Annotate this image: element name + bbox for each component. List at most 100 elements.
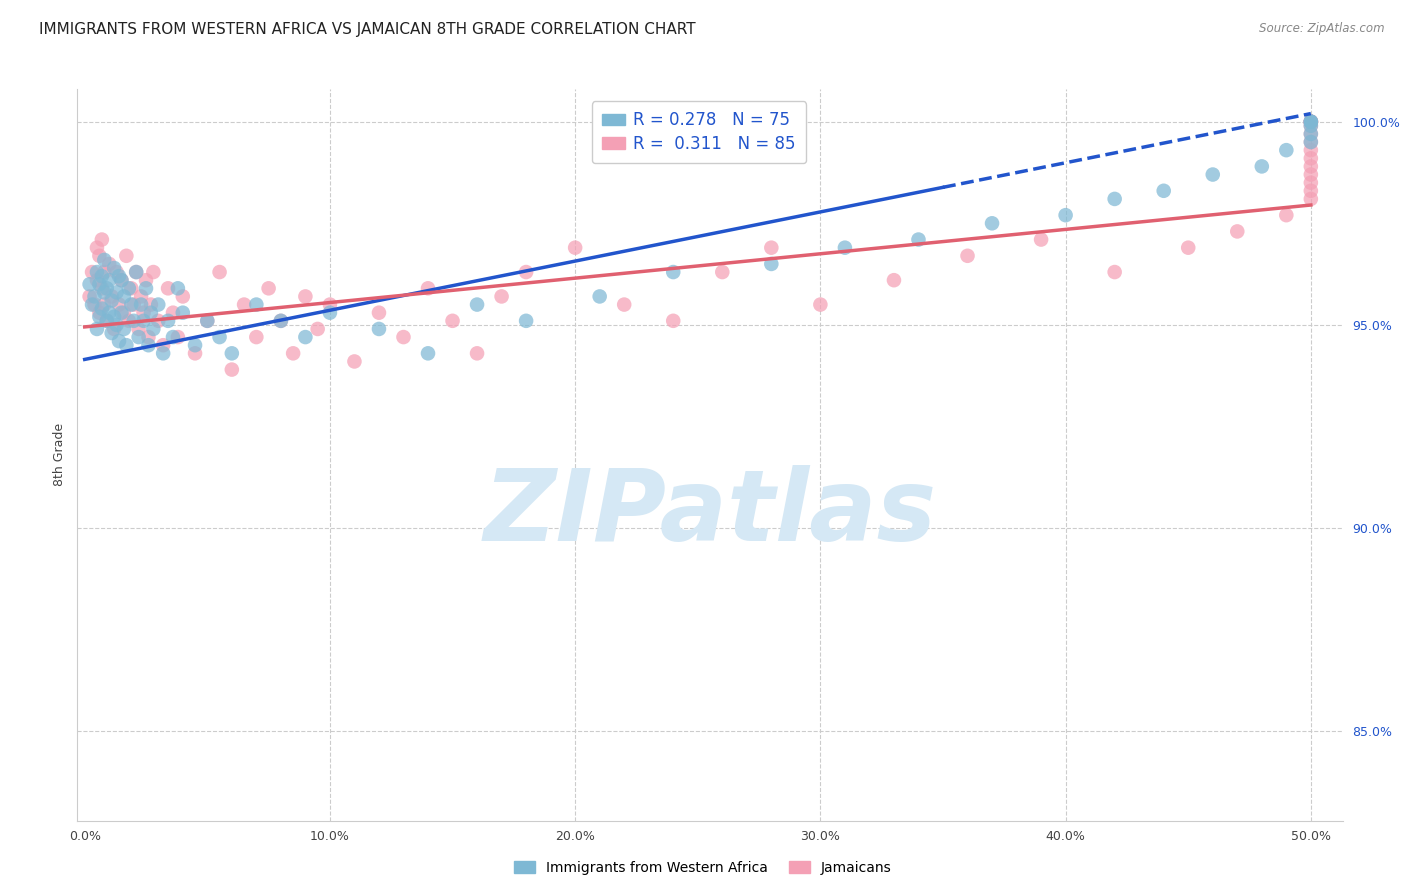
Point <box>110 306 132 320</box>
Y-axis label: 8th Grade: 8th Grade <box>53 424 66 486</box>
Point <box>93 252 115 267</box>
Point <box>808 297 831 311</box>
Point <box>93 297 115 311</box>
Point <box>112 322 135 336</box>
Point <box>96 314 118 328</box>
Point <box>1299 114 1322 128</box>
Point <box>118 281 141 295</box>
Point <box>184 338 207 352</box>
Point <box>110 273 132 287</box>
Point <box>90 301 112 316</box>
Point <box>122 314 145 328</box>
Point <box>564 241 586 255</box>
Point <box>105 285 128 300</box>
Point <box>129 297 152 311</box>
Point <box>245 297 267 311</box>
Point <box>89 310 111 324</box>
Point <box>122 297 145 311</box>
Point <box>1299 135 1322 149</box>
Point <box>883 273 905 287</box>
Point <box>98 273 121 287</box>
Legend: R = 0.278   N = 75, R =  0.311   N = 85: R = 0.278 N = 75, R = 0.311 N = 85 <box>592 101 806 163</box>
Point <box>761 241 783 255</box>
Point <box>343 354 366 368</box>
Point <box>613 297 636 311</box>
Point <box>83 289 105 303</box>
Point <box>956 249 979 263</box>
Point <box>1299 192 1322 206</box>
Point <box>465 346 488 360</box>
Point <box>221 346 243 360</box>
Point <box>416 281 439 295</box>
Point <box>195 314 218 328</box>
Point <box>307 322 329 336</box>
Point <box>167 330 190 344</box>
Point <box>86 265 108 279</box>
Point <box>135 273 157 287</box>
Point <box>100 293 122 308</box>
Point <box>233 297 256 311</box>
Point <box>1177 241 1199 255</box>
Point <box>515 265 537 279</box>
Point <box>157 281 180 295</box>
Point <box>491 289 513 303</box>
Text: Source: ZipAtlas.com: Source: ZipAtlas.com <box>1260 22 1385 36</box>
Point <box>1104 265 1126 279</box>
Point <box>1299 119 1322 133</box>
Point <box>441 314 464 328</box>
Point <box>96 281 118 295</box>
Point <box>89 277 111 292</box>
Point <box>465 297 488 311</box>
Point <box>128 330 150 344</box>
Point <box>1275 208 1298 222</box>
Point <box>89 306 111 320</box>
Text: IMMIGRANTS FROM WESTERN AFRICA VS JAMAICAN 8TH GRADE CORRELATION CHART: IMMIGRANTS FROM WESTERN AFRICA VS JAMAIC… <box>39 22 696 37</box>
Point <box>208 330 231 344</box>
Text: ZIPatlas: ZIPatlas <box>484 465 936 562</box>
Point <box>105 318 128 332</box>
Point <box>120 297 142 311</box>
Point <box>319 306 342 320</box>
Point <box>93 285 115 300</box>
Point <box>1153 184 1175 198</box>
Point <box>157 314 180 328</box>
Point <box>112 306 135 320</box>
Point <box>125 265 148 279</box>
Point <box>103 322 125 336</box>
Point <box>148 314 170 328</box>
Point <box>294 289 316 303</box>
Point <box>1299 127 1322 141</box>
Point <box>270 314 292 328</box>
Point <box>90 281 112 295</box>
Point <box>270 314 292 328</box>
Point <box>1299 114 1322 128</box>
Point <box>257 281 280 295</box>
Point <box>416 346 439 360</box>
Point <box>195 314 218 328</box>
Point <box>907 233 929 247</box>
Point <box>162 330 184 344</box>
Point <box>245 330 267 344</box>
Point <box>80 265 103 279</box>
Point <box>79 289 101 303</box>
Point <box>93 265 115 279</box>
Point <box>83 297 105 311</box>
Point <box>711 265 734 279</box>
Point <box>112 289 135 303</box>
Point <box>515 314 537 328</box>
Point <box>108 269 131 284</box>
Point <box>662 265 685 279</box>
Point <box>208 265 231 279</box>
Point <box>98 257 121 271</box>
Point <box>152 346 174 360</box>
Point <box>125 265 148 279</box>
Point <box>118 314 141 328</box>
Point <box>1299 151 1322 165</box>
Point <box>79 277 101 292</box>
Point <box>100 326 122 340</box>
Point <box>172 289 194 303</box>
Point <box>115 338 138 352</box>
Point <box>167 281 190 295</box>
Point <box>96 314 118 328</box>
Point <box>120 281 142 295</box>
